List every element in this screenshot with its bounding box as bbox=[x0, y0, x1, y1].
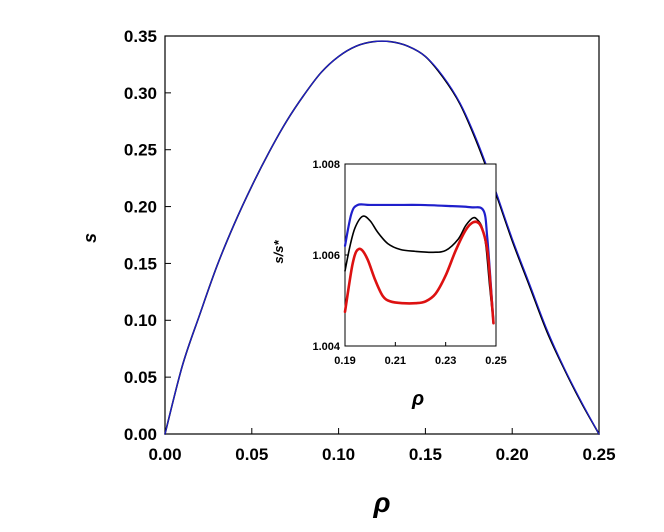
inset-series bbox=[343, 203, 495, 325]
inset-chart: 0.19 0.21 0.23 0.25 1.004 1.006 1.008 ρ s/s* bbox=[271, 159, 507, 410]
inset-ticks: 0.19 0.21 0.23 0.25 1.004 1.006 1.008 bbox=[312, 159, 506, 367]
main-y-axis-title: s bbox=[80, 233, 100, 243]
main-x-tick-label: 0.15 bbox=[409, 445, 442, 464]
inset-plot-background bbox=[345, 164, 496, 346]
main-x-axis-title: ρ bbox=[373, 487, 391, 518]
main-y-tick-label: 0.00 bbox=[124, 425, 157, 444]
inset-y-tick-label: 1.008 bbox=[312, 159, 340, 171]
main-chart: 0.00 0.05 0.10 0.15 0.20 0.25 0.00 0.05 0.10 0.15… bbox=[80, 27, 616, 518]
inset-series-line bbox=[343, 220, 495, 325]
main-series-line bbox=[164, 40, 600, 435]
main-x-tick-label: 0.05 bbox=[235, 445, 268, 464]
inset-x-axis-title: ρ bbox=[411, 388, 424, 410]
inset-x-tick-label: 0.23 bbox=[435, 355, 456, 367]
main-ticks: 0.00 0.05 0.10 0.15 0.20 0.25 0.00 0.05 0.10 0.15… bbox=[124, 27, 616, 464]
inset-x-tick-label: 0.19 bbox=[334, 355, 355, 367]
inset-x-tick-label: 0.25 bbox=[485, 355, 506, 367]
main-y-tick-label: 0.35 bbox=[124, 27, 157, 46]
main-x-tick-label: 0.00 bbox=[148, 445, 181, 464]
inset-y-axis-title: s/s* bbox=[271, 239, 286, 263]
main-y-tick-label: 0.30 bbox=[124, 84, 157, 103]
main-plot-frame bbox=[164, 35, 600, 435]
main-y-tick-label: 0.05 bbox=[124, 368, 157, 387]
main-y-tick-label: 0.20 bbox=[124, 198, 157, 217]
main-y-tick-label: 0.25 bbox=[124, 141, 157, 160]
main-y-tick-label: 0.15 bbox=[124, 254, 157, 273]
inset-y-tick-label: 1.006 bbox=[312, 250, 340, 262]
inset-y-tick-label: 1.004 bbox=[312, 341, 340, 353]
main-series bbox=[164, 40, 600, 435]
inset-x-tick-label: 0.21 bbox=[385, 355, 406, 367]
main-x-tick-label: 0.25 bbox=[582, 445, 615, 464]
main-x-tick-label: 0.10 bbox=[322, 445, 355, 464]
main-y-tick-label: 0.10 bbox=[124, 311, 157, 330]
main-x-tick-label: 0.20 bbox=[496, 445, 529, 464]
inset-series-line bbox=[343, 203, 495, 325]
